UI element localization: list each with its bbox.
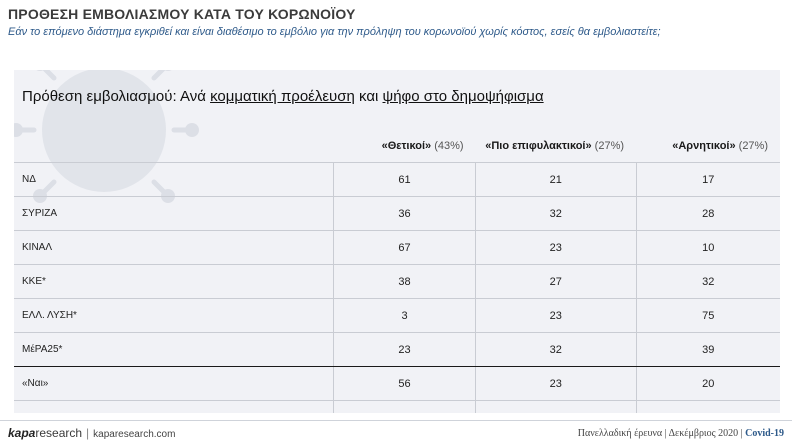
cell-value: 36 [333,400,476,413]
footer-credits: Πανελλαδική έρευνα | Δεκέμβριος 2020 | C… [578,428,784,439]
cell-value: 61 [333,162,476,197]
row-label: ΚΙΝΑΛ [14,230,334,265]
website-link[interactable]: kaparesearch.com [93,429,176,440]
panel-title-mid: και [354,88,383,105]
table-row: ΕΛΛ. ΛΥΣΗ* 3 23 75 [14,298,780,333]
cell-value: 10 [635,230,780,265]
cell-value: 21 [475,162,637,197]
row-label: «Ναι» [14,366,334,401]
cell-value: 32 [475,332,637,367]
panel-title: Πρόθεση εμβολιασμού: Ανά κομματική προέλ… [22,88,544,105]
row-label: ΕΛΛ. ΛΥΣΗ* [14,298,334,333]
logo-divider: | [86,426,90,440]
cell-value: 30 [475,400,637,413]
row-label: ΣΥΡΙΖΑ [14,196,334,231]
row-label-header [14,130,334,163]
table-row: ΚΚΕ* 38 27 32 [14,264,780,299]
cell-value: 23 [475,230,637,265]
panel-title-referendum-link: ψήφο στο δημοψήφισμα [382,88,544,105]
cell-value: 23 [475,366,637,401]
cell-value: 32 [635,264,780,299]
column-header-negative: «Αρνητικοί» (27%) [636,130,780,163]
cell-value: 67 [333,230,476,265]
footer-divider [0,420,792,421]
cell-value: 36 [333,196,476,231]
results-panel: Πρόθεση εμβολιασμού: Ανά κομματική προέλ… [14,70,780,413]
table-row: «Όχι» 36 30 31 [14,400,780,413]
cell-value: 27 [475,264,637,299]
cell-value: 23 [475,298,637,333]
results-table: «Θετικοί» (43%) «Πιο επιφυλακτικοί» (27%… [14,130,780,413]
table-row: ΝΔ 61 21 17 [14,162,780,197]
table-row: ΚΙΝΑΛ 67 23 10 [14,230,780,265]
logo-brand: kapa [8,426,36,440]
covid-tag: Covid-19 [745,428,784,439]
cell-value: 3 [333,298,476,333]
table-header-row: «Θετικοί» (43%) «Πιο επιφυλακτικοί» (27%… [14,130,780,163]
cell-value: 38 [333,264,476,299]
page-title: ΠΡΟΘΕΣΗ ΕΜΒΟΛΙΑΣΜΟΥ ΚΑΤΑ ΤΟΥ ΚΟΡΩΝΟΪΟΥ [8,6,356,22]
row-label: «Όχι» [14,401,334,413]
survey-question: Εάν το επόμενο διάστημα εγκριθεί και είν… [8,26,661,38]
row-label: ΜέΡΑ25* [14,332,334,367]
cell-value: 17 [635,162,780,197]
logo-suffix: research [35,426,83,440]
table-row: ΜέΡΑ25* 23 32 39 [14,332,780,367]
cell-value: 32 [475,196,637,231]
row-label: ΝΔ [14,162,334,197]
table-row: «Ναι» 56 23 20 [14,366,780,401]
cell-value: 28 [635,196,780,231]
panel-title-party-link: κομματική προέλευση [210,88,355,105]
column-header-positive: «Θετικοί» (43%) [333,130,476,163]
panel-title-prefix: Πρόθεση εμβολιασμού: Ανά [22,88,211,105]
brand-logo: kaparesearch | kaparesearch.com [8,426,175,440]
cell-value: 39 [635,332,780,367]
cell-value: 23 [333,332,476,367]
cell-value: 75 [635,298,780,333]
credits-text: Πανελλαδική έρευνα | Δεκέμβριος 2020 | [577,428,746,439]
cell-value: 56 [333,366,476,401]
table-row: ΣΥΡΙΖΑ 36 32 28 [14,196,780,231]
column-header-hesitant: «Πιο επιφυλακτικοί» (27%) [475,130,637,163]
cell-value: 31 [635,400,780,413]
cell-value: 20 [635,366,780,401]
row-label: ΚΚΕ* [14,264,334,299]
